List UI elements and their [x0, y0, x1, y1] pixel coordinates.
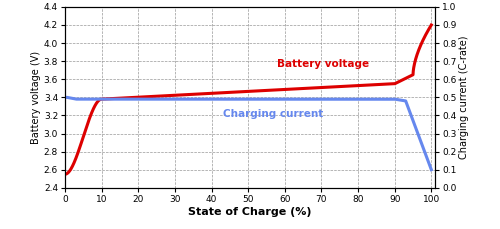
Y-axis label: Battery voltage (V): Battery voltage (V) [31, 51, 41, 144]
Text: Battery voltage: Battery voltage [278, 59, 370, 68]
Text: Charging current: Charging current [222, 109, 323, 119]
X-axis label: State of Charge (%): State of Charge (%) [188, 207, 312, 216]
Y-axis label: Charging current (C-rate): Charging current (C-rate) [459, 35, 469, 159]
